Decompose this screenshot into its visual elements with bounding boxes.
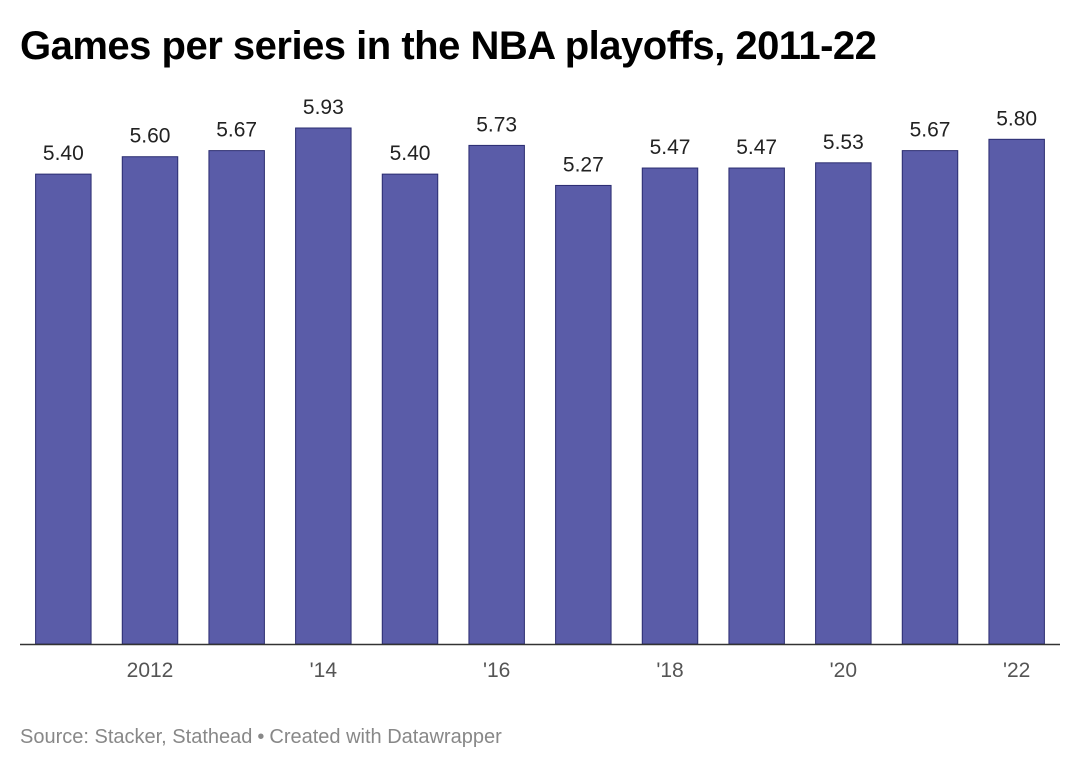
- bar-2013: [208, 150, 265, 645]
- footer-separator: •: [257, 726, 265, 748]
- x-tick-label-2018: '18: [656, 659, 683, 682]
- bar-2017: [555, 184, 612, 645]
- bar-2011: [35, 173, 92, 645]
- value-label-2014: 5.93: [303, 96, 344, 119]
- bar-2020: [815, 162, 872, 645]
- bar-2021: [901, 150, 959, 645]
- bar-2019: [728, 167, 785, 645]
- value-label-2020: 5.53: [823, 131, 864, 154]
- x-axis-ticks-group: 2012 '14 '16 '18 '20 '22: [127, 659, 1031, 682]
- chart-title: Games per series in the NBA playoffs, 20…: [20, 24, 877, 68]
- value-label-2012: 5.60: [130, 125, 171, 148]
- value-label-2016: 5.73: [476, 113, 517, 136]
- value-label-2015: 5.40: [390, 142, 431, 165]
- bar-chart: 5.40 5.60 5.67 5.93 5.40 5.73 5.27 5.47 5.47 5.53…: [20, 96, 1060, 682]
- bar-2015: [381, 173, 439, 645]
- value-label-2013: 5.67: [216, 119, 257, 142]
- bars-group: [35, 127, 1045, 645]
- credit-text: Created with Datawrapper: [269, 726, 502, 748]
- value-label-2021: 5.67: [910, 119, 951, 142]
- x-tick-label-2016: '16: [483, 659, 510, 682]
- bar-2016: [468, 144, 525, 645]
- value-label-2019: 5.47: [736, 136, 777, 159]
- bar-2014: [295, 127, 352, 645]
- footer: Source: Stacker, Stathead • Created with D…: [20, 724, 502, 750]
- value-label-2011: 5.40: [43, 142, 84, 165]
- value-label-2017: 5.27: [563, 153, 604, 176]
- x-tick-label-2012: 2012: [127, 659, 174, 682]
- x-tick-label-2022: '22: [1003, 659, 1030, 682]
- bar-2018: [641, 167, 699, 645]
- value-label-2022: 5.80: [996, 107, 1037, 130]
- source-text: Source: Stacker, Stathead: [20, 726, 253, 748]
- bar-2012: [121, 156, 179, 645]
- bar-2022: [988, 138, 1045, 645]
- value-labels-group: 5.40 5.60 5.67 5.93 5.40 5.73 5.27 5.47 5.47 5.53…: [43, 96, 1037, 176]
- value-label-2018: 5.47: [650, 136, 691, 159]
- x-tick-label-2020: '20: [830, 659, 857, 682]
- x-tick-label-2014: '14: [310, 659, 338, 682]
